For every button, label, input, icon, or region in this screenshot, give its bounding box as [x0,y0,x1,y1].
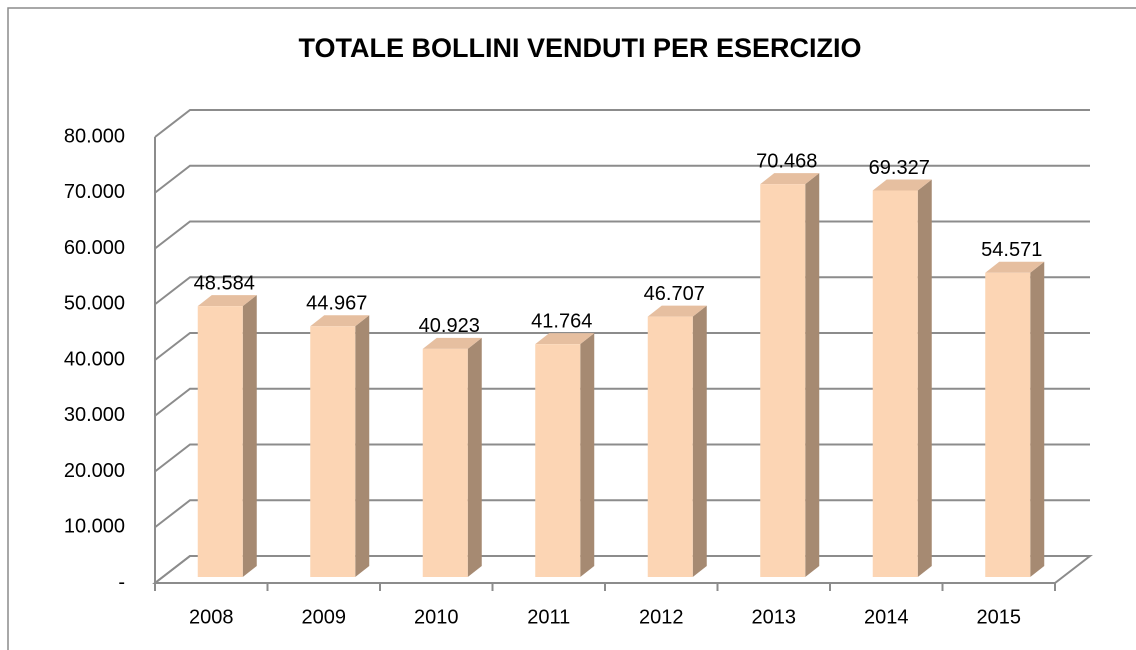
bar-side [1030,261,1045,577]
bar [647,316,693,577]
y-tick-label: 80.000 [64,125,125,147]
data-label: 46.707 [644,283,705,305]
data-label: 70.468 [756,150,817,172]
x-tick-label: 2015 [977,606,1022,628]
bar-top [197,295,257,307]
x-tick-label: 2008 [189,606,234,628]
bar-top [535,333,595,345]
bar-top [310,315,370,327]
x-tick-label: 2014 [864,606,909,628]
bar [310,326,356,577]
bar-top [872,179,932,191]
y-tick-label: 60.000 [64,237,125,259]
x-tick-label: 2009 [302,606,347,628]
bar [197,306,243,577]
bar-side [692,305,707,577]
x-tick-label: 2011 [527,606,570,628]
bar [760,184,806,577]
y-tick-label: 30.000 [64,404,125,426]
bar-side [242,295,257,577]
data-label: 41.764 [531,310,592,332]
y-tick-label: 20.000 [64,460,125,482]
bar [422,348,468,577]
bar-side [917,179,932,578]
y-tick-label: 10.000 [64,516,125,538]
chart-title: TOTALE BOLLINI VENDUTI PER ESERCIZIO [298,33,861,63]
y-tick-label: 50.000 [64,293,125,315]
data-label: 48.584 [194,272,255,294]
y-tick-label: 40.000 [64,348,125,370]
data-label: 44.967 [306,293,367,315]
bar-top [760,173,820,185]
data-label: 40.923 [419,315,480,337]
data-label: 54.571 [981,239,1042,261]
bar-side [805,173,820,577]
bar [872,190,918,578]
y-tick-label: - [118,571,125,593]
bar-top [647,305,707,317]
bar-top [422,337,482,349]
bar-side [467,337,482,577]
grid-line [154,109,1090,138]
x-tick-label: 2012 [639,606,684,628]
bar-side [580,333,595,577]
bar [535,344,581,577]
y-tick-label: 70.000 [64,181,125,203]
x-tick-label: 2013 [752,606,797,628]
data-label: 69.327 [869,157,930,179]
x-tick-label: 2010 [414,606,459,628]
bar-side [355,315,370,577]
bar [985,272,1031,577]
bar-top [985,261,1045,273]
grid-line [154,164,1090,194]
